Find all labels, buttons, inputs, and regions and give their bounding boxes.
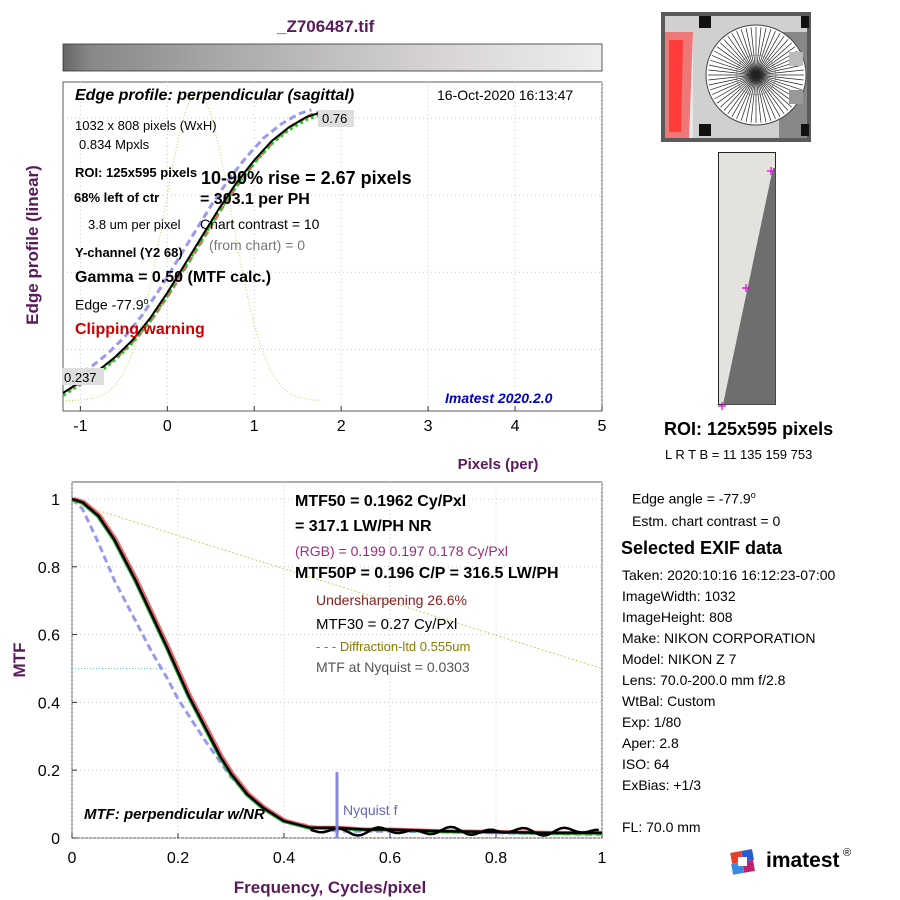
mtf-tick-label-x: 1 xyxy=(598,850,607,867)
chart-thumbnail xyxy=(661,12,811,142)
edge-ylabel: Edge profile (linear) xyxy=(23,165,42,325)
edge-plot-frame xyxy=(62,81,603,412)
mtf-tick-label-x: 0.6 xyxy=(379,850,401,867)
mtf-tick-label-y: 0.8 xyxy=(38,560,60,577)
bot-val-box xyxy=(62,368,104,385)
edge-um: 3.8 um per pixel xyxy=(88,217,181,232)
edge-tick-label: 1 xyxy=(250,418,259,435)
edge-roi: ROI: 125x595 pixels xyxy=(75,165,198,180)
diffraction-label: - - - Diffraction-ltd 0.555um xyxy=(316,639,471,654)
mtf-tick-label-y: 1 xyxy=(51,492,60,509)
exif-item: Exp: 1/80 xyxy=(622,714,682,730)
rise-label: 10-90% rise = 2.67 pixels xyxy=(201,168,412,188)
logo-text: imatest xyxy=(766,849,840,872)
edge-ticks: -1 0 1 2 3 4 5 xyxy=(73,406,607,435)
side-estm: Estm. chart contrast = 0 xyxy=(632,513,781,529)
exif-item: Lens: 70.0-200.0 mm f/2.8 xyxy=(622,672,786,688)
edge-curves xyxy=(63,91,324,402)
edge-tick-label: 5 xyxy=(598,418,607,435)
mtf-ylabel: MTF xyxy=(10,643,29,678)
top-val: 0.76 xyxy=(322,111,347,126)
mtf-tick-label-x: 0.2 xyxy=(167,850,189,867)
diffraction-curve xyxy=(72,501,602,669)
imatest-logo-icon xyxy=(730,849,755,875)
exif-item: Make: NIKON CORPORATION xyxy=(622,630,816,646)
mtf-tick-label-x: 0.4 xyxy=(273,850,295,867)
mtf-xlabel: Frequency, Cycles/pixel xyxy=(234,878,426,897)
edge-lsf-curve xyxy=(63,91,320,402)
mtf-tick-label-x: 0 xyxy=(68,850,77,867)
logo-reg: ® xyxy=(843,847,852,859)
mtf-tick-label-y: 0 xyxy=(51,831,60,848)
mtf-legend: MTF: perpendicular w/NR xyxy=(84,806,265,823)
per-ph-label: = 303.1 per PH xyxy=(200,191,310,208)
edge-curve-blue xyxy=(63,108,312,387)
nyquist-mtf-label: MTF at Nyquist = 0.0303 xyxy=(316,659,470,675)
edge-curve-green xyxy=(63,112,321,397)
rgb-label: (RGB) = 0.199 0.197 0.178 Cy/Pxl xyxy=(295,543,508,559)
roi-image xyxy=(718,152,776,410)
mtf-curve-black xyxy=(72,497,602,835)
mtf-curves xyxy=(72,497,602,837)
star-line xyxy=(708,69,804,81)
edge-size: 1032 x 808 pixels (WxH) xyxy=(75,118,217,133)
edge-tick-label: 2 xyxy=(337,418,346,435)
edge-tick-label: 3 xyxy=(424,418,433,435)
edge-tick-label: 0 xyxy=(163,418,172,435)
edge-mpxls: 0.834 Mpxls xyxy=(79,137,150,152)
edge-curve-black xyxy=(63,111,320,394)
exif-item: ImageWidth: 1032 xyxy=(622,588,736,604)
exif-item: ISO: 64 xyxy=(622,756,670,772)
edge-title: Edge profile: perpendicular (sagittal) xyxy=(75,87,355,104)
side-roi: ROI: 125x595 pixels xyxy=(664,419,834,439)
mtf30-label: MTF30 = 0.27 Cy/Pxl xyxy=(316,616,458,633)
chart-contrast: Chart contrast = 10 xyxy=(200,216,320,232)
edge-grid xyxy=(63,82,603,411)
exif-item: Aper: 2.8 xyxy=(622,735,679,751)
edge-angle: Edge -77.9o xyxy=(75,296,149,313)
mtf-curve-tail xyxy=(310,825,599,837)
file-title: _Z706487.tif xyxy=(277,17,375,36)
mtf50p-label: MTF50P = 0.196 C/P = 316.5 LW/PH xyxy=(295,565,559,582)
mtf-tick-label-y: 0.6 xyxy=(38,628,60,645)
mtf-tick-label-x: 0.8 xyxy=(485,850,507,867)
clipping-warning: Clipping warning xyxy=(75,321,205,338)
exif-item: ExBias: +1/3 xyxy=(622,777,701,793)
from-chart: (from chart) = 0 xyxy=(209,237,306,253)
top-val-box xyxy=(318,110,354,127)
edge-xlabel: Pixels (per) xyxy=(458,456,539,473)
edge-date: 16-Oct-2020 16:13:47 xyxy=(437,87,574,103)
mtf-tick-label-y: 0.4 xyxy=(38,695,60,712)
edge-ychannel: Y-channel (Y2 68) xyxy=(75,245,183,260)
edge-tick-label: -1 xyxy=(73,418,87,435)
exif-item: WtBal: Custom xyxy=(622,693,716,709)
version-label: Imatest 2020.2.0 xyxy=(445,390,553,406)
mtf-grid xyxy=(71,482,603,839)
lwph-label: = 317.1 LW/PH NR xyxy=(295,518,432,535)
undersharp-label: Undersharpening 26.6% xyxy=(316,592,467,608)
mtf-curve-blue xyxy=(72,497,602,837)
exif-item: Model: NIKON Z 7 xyxy=(622,651,737,667)
mtf-tick-label-y: 0.2 xyxy=(38,763,60,780)
nyquist-label: Nyquist f xyxy=(343,802,398,818)
edge-left-ctr: 68% left of ctr xyxy=(74,190,160,205)
edge-tick-label: 4 xyxy=(511,418,520,435)
gradient-bar xyxy=(62,43,603,72)
side-edge-angle: Edge angle = -77.9o xyxy=(632,490,756,507)
mtf-ticks: 0 0.2 0.4 0.6 0.8 1 0 0.2 0.4 0.6 0.8 1 xyxy=(38,492,607,867)
exif-fl: FL: 70.0 mm xyxy=(622,819,701,835)
edge-gamma: Gamma = 0.50 (MTF calc.) xyxy=(75,269,272,286)
exif-item: Taken: 2020:10:16 16:12:23-07:00 xyxy=(622,567,836,583)
side-lrtb: L R T B = 11 135 159 753 xyxy=(665,447,813,462)
exif-title: Selected EXIF data xyxy=(621,538,783,558)
bot-val: 0.237 xyxy=(64,370,97,385)
mtf50-label: MTF50 = 0.1962 Cy/Pxl xyxy=(295,493,467,510)
exif-item: ImageHeight: 808 xyxy=(622,609,733,625)
